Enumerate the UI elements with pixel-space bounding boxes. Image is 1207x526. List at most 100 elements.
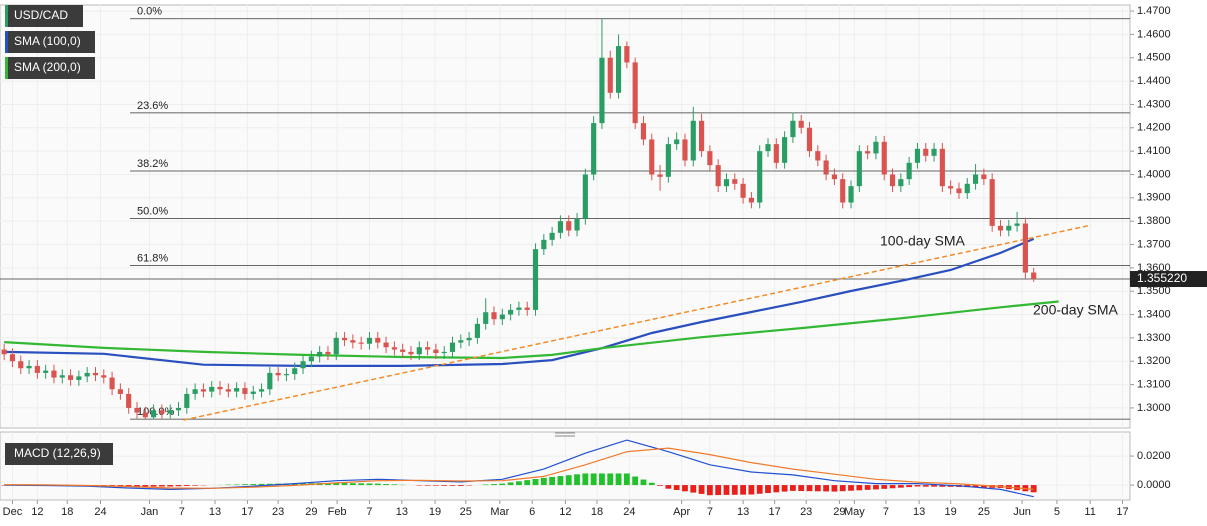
histogram-bar (798, 485, 805, 492)
candle-body (43, 370, 49, 373)
candle-body (607, 57, 613, 93)
histogram-bar (848, 485, 854, 491)
candle-body (516, 307, 522, 310)
candle-body (582, 174, 588, 219)
candle-body (989, 179, 995, 226)
candle-body (184, 393, 190, 408)
legend-box (5, 31, 95, 53)
histogram-bar (183, 485, 190, 486)
histogram-bar (432, 485, 439, 486)
histogram-bar (125, 485, 132, 487)
x-tick-label: Apr (673, 506, 690, 518)
candle-body (1022, 223, 1028, 273)
candle-body (1, 349, 7, 355)
candle-body (499, 314, 505, 320)
candle-body (350, 340, 356, 343)
legend-box (5, 5, 83, 27)
candle-body (151, 410, 157, 418)
candle-body (773, 144, 779, 163)
histogram-bar (549, 476, 556, 486)
histogram-bar (648, 482, 655, 486)
candle-body (823, 160, 829, 175)
macd-line (4, 447, 1034, 490)
histogram-bar (374, 483, 381, 486)
histogram-bar (873, 485, 879, 490)
histogram-bar (383, 484, 389, 486)
x-tick-label: 17 (1116, 506, 1128, 518)
candle-body (615, 46, 622, 93)
histogram-bar (939, 485, 946, 487)
legend-swatch (5, 31, 8, 53)
x-tick-label: May (844, 506, 865, 518)
candle-body (931, 148, 937, 156)
candle-body (18, 361, 24, 369)
candle-body (757, 151, 763, 203)
x-tick-label: 23 (800, 506, 812, 518)
histogram-bar (856, 485, 863, 491)
y-tick-label: 1.4700 (1137, 5, 1171, 17)
candle-body (715, 165, 721, 187)
candle-body (258, 389, 265, 392)
histogram-bar (491, 484, 497, 486)
candle-body (898, 179, 904, 187)
histogram-bar (790, 485, 796, 491)
candle-body (632, 62, 638, 124)
candle-body (997, 225, 1004, 231)
candle-body (209, 386, 215, 392)
candle-body (665, 144, 671, 177)
candle-body (275, 372, 281, 376)
histogram-bar (482, 484, 489, 486)
y-tick-label: 1.4500 (1137, 52, 1171, 64)
histogram-bar (781, 485, 788, 492)
histogram-bar (300, 483, 306, 486)
candle-body (292, 368, 298, 375)
sma-line (4, 300, 1059, 360)
y-tick-label: 1.3300 (1137, 332, 1171, 344)
histogram-bar (540, 477, 547, 486)
histogram-bar (574, 474, 580, 486)
x-tick-label: 19 (945, 506, 957, 518)
y-tick-label: 1.3200 (1137, 355, 1171, 367)
candle-body (51, 370, 57, 378)
candle-body (283, 374, 290, 376)
legend-box (5, 57, 95, 79)
candle-body (308, 356, 314, 362)
candle-body (134, 407, 140, 413)
candle-body (1006, 225, 1012, 231)
histogram-bar (391, 484, 398, 486)
histogram-bar (889, 485, 896, 489)
y-tick-label: 1.3400 (1137, 308, 1171, 320)
y-tick-label: 1.4200 (1137, 122, 1171, 134)
histogram-bar (507, 482, 514, 486)
histogram-bar (607, 473, 614, 486)
histogram-bar (358, 483, 365, 486)
candle-body (840, 179, 846, 203)
candle-body (798, 120, 804, 128)
candle-body (956, 188, 962, 194)
y-tick-label: 1.3000 (1137, 402, 1171, 414)
candle-body (541, 239, 547, 250)
candle-body (657, 174, 663, 177)
x-tick-label: 13 (396, 506, 408, 518)
histogram-bar (723, 485, 730, 495)
x-tick-label: 25 (460, 506, 472, 518)
candle-body (358, 342, 364, 344)
sma-line (4, 237, 1035, 367)
histogram-bar (765, 485, 771, 494)
y-tick-label: 1.3100 (1137, 378, 1171, 390)
candle-body (848, 186, 854, 203)
candle-body (690, 120, 696, 161)
histogram-bar (349, 483, 356, 486)
candle-body (674, 139, 680, 145)
x-tick-label: Feb (328, 506, 347, 518)
candle-body (250, 391, 256, 394)
annotation: 200-day SMA (1033, 302, 1118, 318)
candle-body (433, 349, 439, 354)
fib-label: 23.6% (137, 100, 168, 112)
histogram-bar (806, 485, 813, 492)
candle-body (92, 372, 99, 376)
candle-body (225, 389, 231, 392)
candle-body (1031, 272, 1037, 280)
candle-body (699, 120, 705, 152)
histogram-bar (839, 485, 846, 492)
